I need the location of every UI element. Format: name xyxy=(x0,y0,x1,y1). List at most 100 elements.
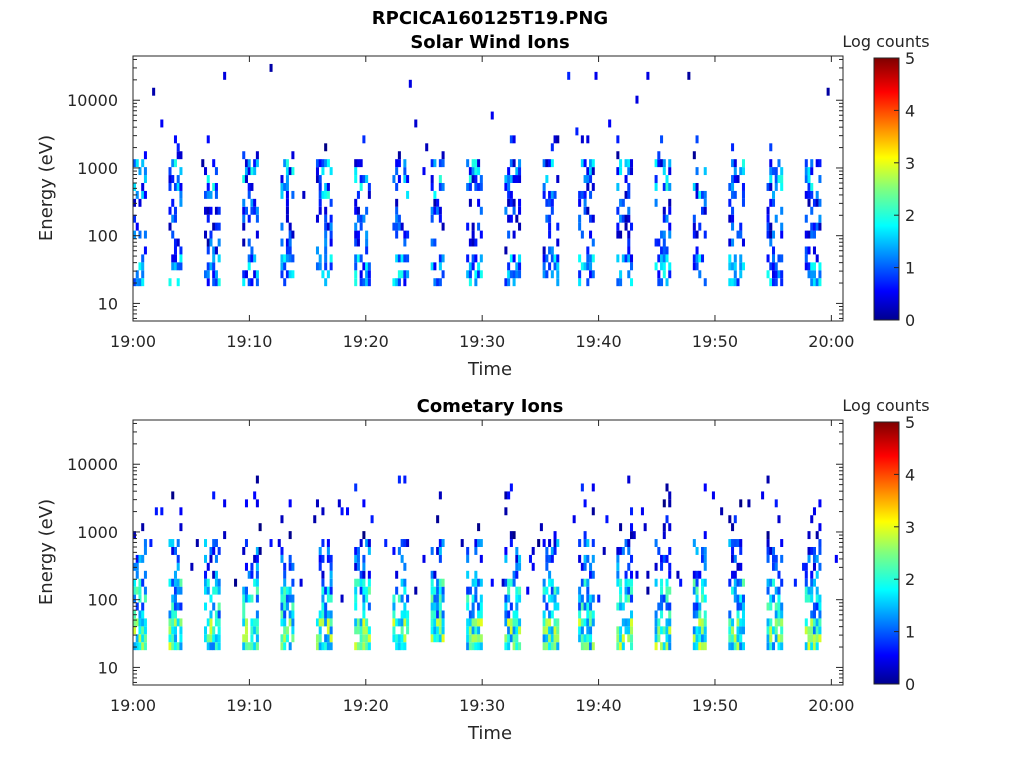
spectrogram-cell xyxy=(209,554,213,563)
spectrogram-cell xyxy=(818,159,822,168)
spectrogram-cell xyxy=(280,554,284,563)
spectrogram-cell xyxy=(769,262,773,271)
spectrogram-cell xyxy=(141,523,145,532)
spectrogram-cell xyxy=(591,254,595,263)
spectrogram-cell xyxy=(141,642,145,651)
spectrogram-cell xyxy=(780,539,784,547)
spectrogram-cell xyxy=(466,586,470,595)
spectrogram-cell xyxy=(580,578,584,587)
spectrogram-cell xyxy=(430,206,434,215)
spectrogram-cell xyxy=(766,634,770,643)
spectrogram-cell xyxy=(288,642,292,651)
spectrogram-cell xyxy=(741,238,745,247)
spectrogram-cell xyxy=(665,515,669,524)
spectrogram-cell xyxy=(315,499,319,508)
spectrogram-cell xyxy=(589,634,593,643)
spectrogram-cell xyxy=(630,523,634,532)
spectrogram-cell xyxy=(662,270,666,279)
spectrogram-cell xyxy=(804,175,808,183)
spectrogram-cell xyxy=(171,610,175,619)
spectrogram-cell xyxy=(285,270,289,279)
spectrogram-cell xyxy=(810,270,814,279)
spectrogram-cell xyxy=(283,586,287,595)
spectrogram-cell xyxy=(337,499,341,508)
spectrogram-cell xyxy=(515,634,519,643)
spectrogram-cell xyxy=(474,182,478,191)
spectrogram-cell xyxy=(780,578,784,587)
spectrogram-cell xyxy=(807,198,811,207)
spectrogram-cell xyxy=(173,586,177,595)
spectrogram-cell xyxy=(468,586,472,595)
spectrogram-cell xyxy=(212,539,216,547)
spectrogram-cell xyxy=(518,206,522,215)
spectrogram-cell xyxy=(586,626,590,635)
spectrogram-cell xyxy=(630,507,634,516)
spectrogram-cell xyxy=(810,546,814,555)
spectrogram-cell xyxy=(739,539,743,547)
spectrogram-cell xyxy=(504,546,508,555)
spectrogram-cell xyxy=(556,634,560,643)
spectrogram-cell xyxy=(518,198,522,207)
spectrogram-cell xyxy=(217,206,221,215)
spectrogram-cell xyxy=(616,182,620,191)
spectrogram-cell xyxy=(507,214,511,223)
spectrogram-cell xyxy=(438,539,442,547)
spectrogram-cell xyxy=(589,254,593,263)
spectrogram-cell xyxy=(359,634,363,643)
spectrogram-cell xyxy=(586,634,590,643)
spectrogram-cell xyxy=(589,610,593,619)
spectrogram-cell xyxy=(812,507,816,516)
spectrogram-cell xyxy=(406,190,410,199)
cometary-axes: 19:00 19:10 19:20 19:30 19:40 19:50 20:0010100… xyxy=(67,420,854,715)
spectrogram-cell xyxy=(362,135,366,144)
spectrogram-cell xyxy=(665,214,669,223)
spectrogram-cell xyxy=(291,602,295,611)
spectrogram-cell xyxy=(589,594,593,603)
spectrogram-cell xyxy=(556,135,560,144)
spectrogram-cell xyxy=(804,262,808,271)
spectrogram-cell xyxy=(395,159,399,168)
spectrogram-cell xyxy=(466,222,470,231)
spectrogram-cell xyxy=(780,642,784,651)
spectrogram-cell xyxy=(804,578,808,587)
spectrogram-cell xyxy=(703,206,707,215)
spectrogram-cell xyxy=(711,491,715,500)
spectrogram-cell xyxy=(550,626,554,635)
spectrogram-cell xyxy=(326,634,330,643)
spectrogram-cell xyxy=(168,278,172,287)
spectrogram-cell xyxy=(586,262,590,271)
spectrogram-cell xyxy=(138,578,142,587)
spectrogram-cell xyxy=(665,618,669,627)
spectrogram-cell xyxy=(630,570,634,579)
spectrogram-cell xyxy=(315,642,319,651)
x-tick-label: 20:00 xyxy=(808,332,854,351)
spectrogram-cell xyxy=(206,238,210,247)
spectrogram-cell xyxy=(668,198,672,207)
spectrogram-cell xyxy=(354,594,358,603)
spectrogram-cell xyxy=(171,214,175,223)
spectrogram-cell xyxy=(627,539,631,547)
spectrogram-cell xyxy=(504,206,508,215)
spectrogram-cell xyxy=(627,190,631,199)
spectrogram-cell xyxy=(468,182,472,191)
spectrogram-cell xyxy=(204,570,208,579)
spectrogram-cell xyxy=(367,182,371,191)
spectrogram-cell xyxy=(818,262,822,271)
spectrogram-cell xyxy=(466,159,470,168)
spectrogram-cell xyxy=(583,198,587,207)
spectrogram-cell xyxy=(318,206,322,215)
spectrogram-cell xyxy=(703,578,707,587)
spectrogram-cell xyxy=(542,610,546,619)
spectrogram-cell xyxy=(356,206,360,215)
spectrogram-cell xyxy=(477,159,481,168)
spectrogram-cell xyxy=(318,618,322,627)
spectrogram-cell xyxy=(545,562,549,571)
spectrogram-cell xyxy=(804,570,808,579)
spectrogram-cell xyxy=(780,254,784,263)
spectrogram-cell xyxy=(406,618,410,627)
spectrogram-cell xyxy=(807,554,811,563)
spectrogram-cell xyxy=(362,634,366,643)
spectrogram-cell xyxy=(586,135,590,144)
spectrogram-cell xyxy=(619,602,623,611)
spectrogram-cell xyxy=(548,554,552,563)
